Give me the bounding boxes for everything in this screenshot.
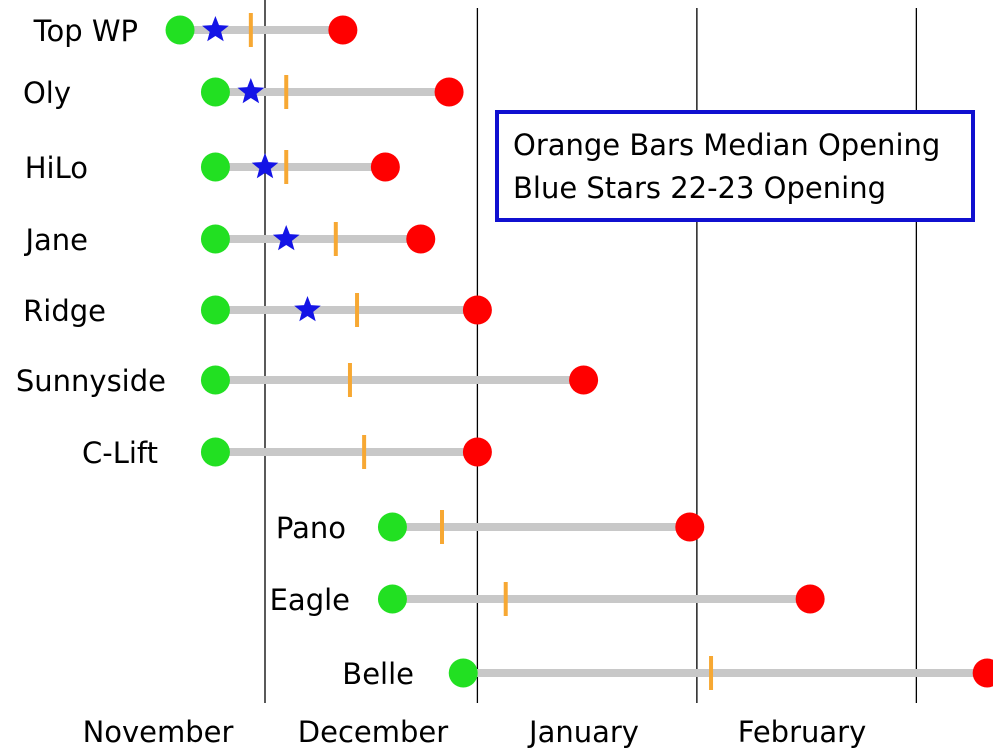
earliest-dot	[377, 584, 407, 614]
earliest-dot	[377, 512, 407, 542]
star-22-23	[237, 78, 265, 104]
earliest-dot	[200, 437, 230, 467]
latest-dot	[972, 658, 993, 688]
earliest-dot	[200, 365, 230, 395]
month-labels: November December January February	[83, 715, 867, 749]
latest-dot	[675, 512, 705, 542]
lift-label: Eagle	[270, 583, 350, 617]
lift-row: Ridge	[23, 293, 492, 328]
earliest-dot	[200, 152, 230, 182]
month-label: February	[738, 715, 867, 749]
lift-label: Belle	[342, 657, 414, 691]
month-label: December	[298, 715, 448, 749]
earliest-dot	[448, 658, 478, 688]
star-22-23	[272, 225, 300, 251]
lift-label: HiLo	[25, 151, 88, 185]
latest-dot	[462, 295, 492, 325]
lift-label: Sunnyside	[16, 364, 166, 398]
month-label: January	[527, 715, 639, 749]
legend-entry-median: Orange Bars Median Opening	[513, 128, 941, 162]
earliest-dot	[200, 295, 230, 325]
lift-row: Jane	[23, 222, 436, 257]
legend: Orange Bars Median Opening Blue Stars 22…	[495, 110, 975, 222]
month-label: November	[83, 715, 234, 749]
latest-dot	[434, 77, 464, 107]
legend-entry-22-23: Blue Stars 22-23 Opening	[513, 171, 886, 205]
lift-row: Pano	[276, 510, 705, 545]
latest-dot	[328, 15, 358, 45]
latest-dot	[406, 224, 436, 254]
lift-row: Belle	[342, 656, 993, 691]
latest-dot	[462, 437, 492, 467]
lift-row: Top WP	[33, 13, 358, 48]
earliest-dot	[200, 224, 230, 254]
lift-label: Pano	[276, 511, 346, 545]
lift-row: Sunnyside	[16, 363, 599, 398]
earliest-dot	[165, 15, 195, 45]
lift-label: Oly	[23, 76, 71, 110]
lift-label: C-Lift	[82, 436, 158, 470]
lift-row: C-Lift	[82, 435, 492, 470]
lift-row: Eagle	[270, 582, 825, 617]
latest-dot	[795, 584, 825, 614]
lift-row: Oly	[23, 75, 464, 110]
earliest-dot	[200, 77, 230, 107]
star-22-23	[294, 296, 321, 322]
star-22-23	[251, 153, 279, 179]
rows-layer: Top WP Oly HiLo Jane Ridge Sunnyside C-Lift Pan…	[16, 13, 993, 691]
star-22-23	[202, 16, 229, 42]
lift-row: HiLo	[25, 150, 400, 185]
latest-dot	[569, 365, 599, 395]
latest-dot	[370, 152, 400, 182]
lift-label: Ridge	[23, 294, 106, 328]
lift-label: Top WP	[33, 14, 138, 48]
lift-label: Jane	[23, 223, 88, 257]
